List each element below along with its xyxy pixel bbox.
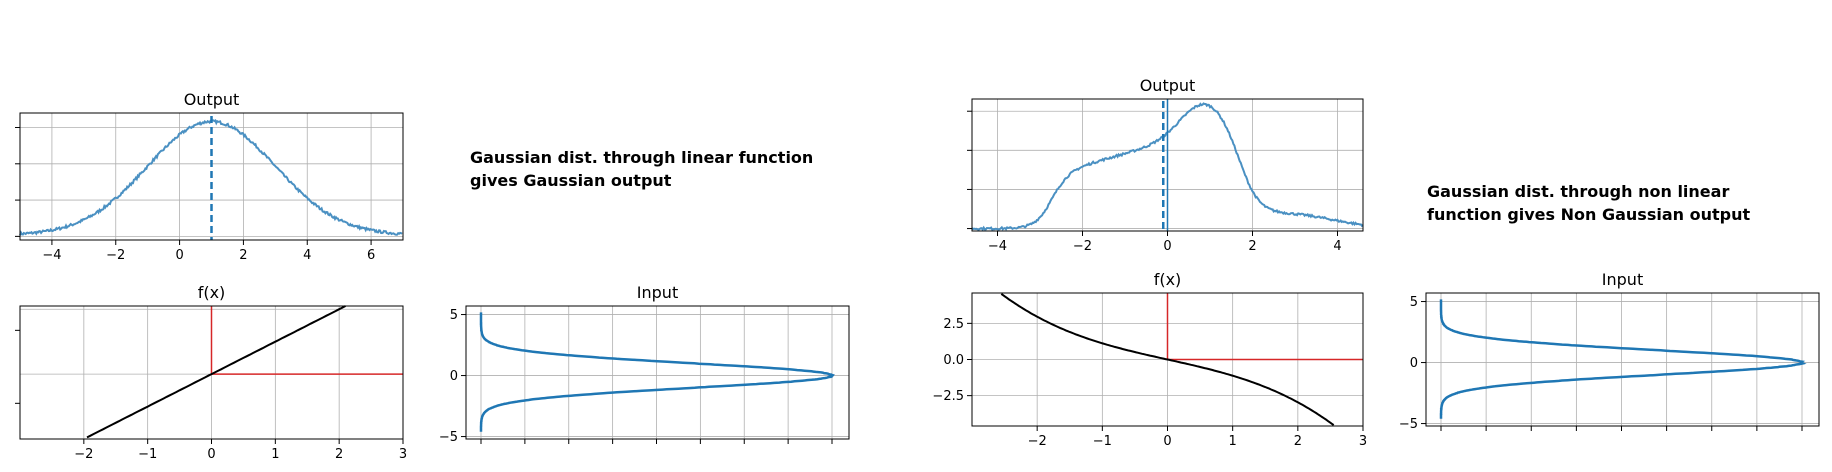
fx2-xtick-2-label: 0 [1163, 434, 1171, 449]
out2-xtick-0-label: −4 [988, 239, 1007, 254]
fx1-function-line [86, 305, 346, 439]
out1-xtick-3-label: 2 [239, 248, 247, 263]
in1-ytick-2-label: −5 [439, 430, 458, 445]
in1-title: Input [637, 283, 678, 302]
out2-title: Output [1140, 76, 1196, 95]
fx1-xtick-2-label: 0 [207, 447, 215, 462]
out1-xtick-0-label: −4 [42, 248, 61, 263]
fx1-xtick-4-label: 2 [335, 447, 343, 462]
in1-frame [465, 305, 850, 440]
fx2-ytick-2-label: −2.5 [932, 389, 964, 404]
fx2-ytick-0-label: 2.5 [943, 317, 964, 332]
in2-title: Input [1602, 270, 1643, 289]
in1-density-line [479, 312, 835, 432]
fx2-xtick-1-label: −1 [1093, 434, 1112, 449]
fx1-xtick-3-label: 1 [271, 447, 279, 462]
out1-xtick-4-label: 4 [303, 248, 311, 263]
in2-density-line [1439, 299, 1807, 419]
fx2-xtick-5-label: 3 [1359, 434, 1367, 449]
fx1-xtick-5-label: 3 [399, 447, 407, 462]
fx1-xtick-1-label: −1 [138, 447, 157, 462]
out2-xtick-4-label: 4 [1333, 239, 1341, 254]
fx2-xtick-3-label: 1 [1229, 434, 1237, 449]
in2-ytick-1-label: 0 [1410, 356, 1418, 371]
fx2-xtick-0-label: −2 [1028, 434, 1047, 449]
fx1-xtick-0-label: −2 [74, 447, 93, 462]
out1-xtick-5-label: 6 [367, 248, 375, 263]
out2-xtick-2-label: 0 [1163, 239, 1171, 254]
annotation-nonlinear: Gaussian dist. through non linear functi… [1427, 182, 1751, 224]
fx2-function-line [1000, 293, 1335, 426]
annotation-linear: Gaussian dist. through linear function g… [470, 148, 814, 190]
out1-xtick-1-label: −2 [106, 248, 125, 263]
fx2-title: f(x) [1154, 270, 1182, 289]
out2-xtick-3-label: 2 [1248, 239, 1256, 254]
in1-ytick-0-label: 5 [450, 308, 458, 323]
in2-frame [1425, 292, 1820, 427]
fx1-title: f(x) [198, 283, 226, 302]
out1-xtick-2-label: 0 [175, 248, 183, 263]
fx2-xtick-4-label: 2 [1294, 434, 1302, 449]
out1-title: Output [184, 90, 240, 109]
out2-xtick-1-label: −2 [1073, 239, 1092, 254]
fx2-ytick-1-label: 0.0 [943, 353, 964, 368]
out1-frame [19, 112, 404, 241]
in2-ytick-2-label: −5 [1399, 417, 1418, 432]
in1-ytick-1-label: 0 [450, 369, 458, 384]
in2-ytick-0-label: 5 [1410, 295, 1418, 310]
